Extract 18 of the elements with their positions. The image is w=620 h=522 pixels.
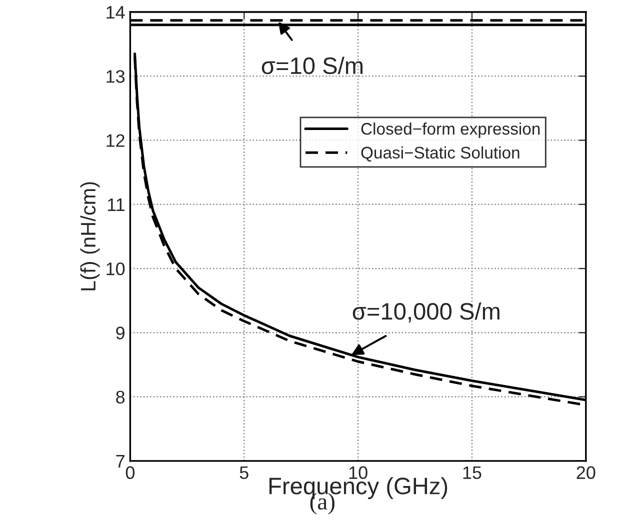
annotation: σ=10 S/m bbox=[262, 56, 363, 74]
x-tick-label: 10 bbox=[349, 466, 368, 480]
y-tick-label: 13 bbox=[106, 70, 125, 83]
y-tick-label: 11 bbox=[108, 198, 124, 211]
x-tick-label: 20 bbox=[576, 466, 596, 480]
y-tick-label: 10 bbox=[106, 262, 125, 276]
legend-label: Closed−form expression bbox=[361, 122, 540, 138]
y-tick-label: 14 bbox=[106, 6, 125, 19]
y-tick-label: 9 bbox=[116, 326, 124, 340]
legend-label: Quasi−Static Solution bbox=[361, 146, 520, 162]
x-tick-label: 15 bbox=[463, 466, 482, 480]
y-tick-label: 12 bbox=[106, 134, 124, 147]
y-tick-label: 8 bbox=[116, 390, 125, 404]
x-tick-label: 5 bbox=[240, 466, 248, 480]
annotation: σ=10,000 S/m bbox=[352, 302, 500, 323]
y-tick-label: 7 bbox=[116, 455, 124, 468]
y-axis-title: L(f) (nH/cm) bbox=[80, 182, 100, 290]
x-tick-label: 0 bbox=[126, 466, 135, 480]
